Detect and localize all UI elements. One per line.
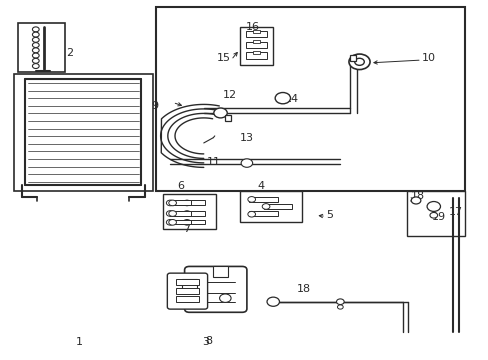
Bar <box>407 190 464 237</box>
Bar <box>176 279 199 285</box>
Circle shape <box>219 294 231 302</box>
Text: 17: 17 <box>447 207 462 217</box>
Text: 13: 13 <box>240 133 253 143</box>
Text: 11: 11 <box>206 157 220 167</box>
Bar <box>14 74 153 190</box>
Bar <box>186 211 205 216</box>
Text: 8: 8 <box>204 336 212 346</box>
Text: 4: 4 <box>257 181 264 192</box>
Circle shape <box>426 202 440 211</box>
Circle shape <box>429 212 437 218</box>
Bar <box>182 279 196 289</box>
Bar <box>170 200 188 205</box>
Circle shape <box>32 58 39 63</box>
Bar <box>249 211 278 216</box>
FancyBboxPatch shape <box>184 266 246 312</box>
Text: 14: 14 <box>285 94 299 104</box>
Circle shape <box>348 54 369 69</box>
Circle shape <box>410 197 420 204</box>
Circle shape <box>168 200 176 206</box>
Bar <box>249 197 278 202</box>
Bar <box>172 211 190 216</box>
Text: 15: 15 <box>217 53 231 63</box>
Circle shape <box>183 200 190 206</box>
Circle shape <box>266 297 279 306</box>
FancyBboxPatch shape <box>167 273 207 309</box>
Bar <box>163 194 215 229</box>
Circle shape <box>32 37 39 42</box>
Circle shape <box>275 93 290 104</box>
Circle shape <box>262 204 269 209</box>
Circle shape <box>168 211 176 216</box>
Circle shape <box>166 211 174 216</box>
Circle shape <box>336 299 344 305</box>
Text: 2: 2 <box>66 48 73 58</box>
Circle shape <box>337 305 343 309</box>
Text: 3: 3 <box>201 337 208 347</box>
Text: 9: 9 <box>151 101 158 111</box>
Bar <box>245 42 266 48</box>
Bar <box>263 204 292 208</box>
Bar <box>245 31 266 37</box>
Bar <box>172 200 190 205</box>
Bar <box>176 288 199 294</box>
Circle shape <box>247 197 255 202</box>
Circle shape <box>168 220 176 225</box>
Text: 12: 12 <box>223 90 237 100</box>
Bar <box>252 30 260 32</box>
Text: 7: 7 <box>183 224 190 234</box>
Circle shape <box>166 220 174 225</box>
Text: 16: 16 <box>245 22 259 32</box>
Circle shape <box>32 27 39 32</box>
Text: 18: 18 <box>297 284 311 294</box>
Bar <box>172 220 190 224</box>
Bar <box>170 211 188 216</box>
Bar <box>156 7 464 190</box>
Bar <box>239 27 273 66</box>
Circle shape <box>183 211 190 216</box>
Circle shape <box>183 220 190 225</box>
Circle shape <box>32 32 39 37</box>
Bar <box>252 40 260 43</box>
Circle shape <box>32 64 39 68</box>
Circle shape <box>166 200 174 206</box>
Circle shape <box>213 108 227 118</box>
Bar <box>252 51 260 54</box>
Circle shape <box>354 58 364 66</box>
Bar <box>245 52 266 59</box>
Circle shape <box>32 48 39 53</box>
Bar <box>170 220 188 224</box>
Text: 6: 6 <box>177 181 184 192</box>
Bar <box>239 190 302 222</box>
Circle shape <box>247 211 255 217</box>
Bar <box>176 296 199 302</box>
Bar <box>213 266 227 277</box>
Text: 18: 18 <box>410 191 425 201</box>
Circle shape <box>241 159 252 167</box>
Bar <box>186 220 205 224</box>
Text: 10: 10 <box>421 53 435 63</box>
Circle shape <box>32 42 39 48</box>
Text: 1: 1 <box>76 337 82 347</box>
Bar <box>18 23 64 72</box>
Text: 5: 5 <box>325 210 332 220</box>
Circle shape <box>32 53 39 58</box>
Bar <box>186 200 205 205</box>
Text: 19: 19 <box>430 212 445 222</box>
